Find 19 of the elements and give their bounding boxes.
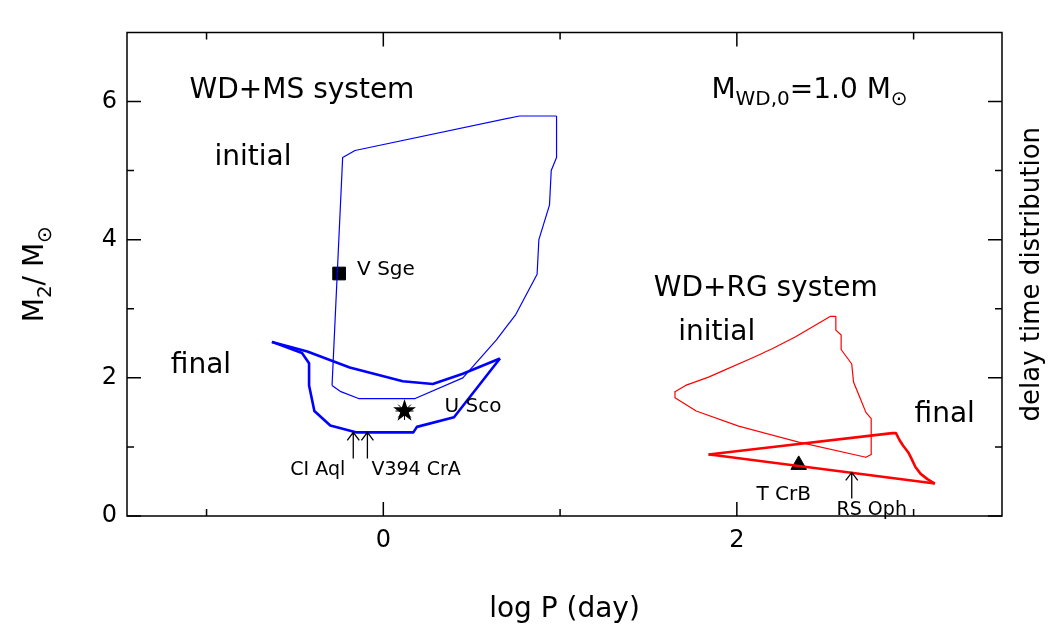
annotation: RS Oph [836, 497, 907, 520]
annotation: final [914, 395, 975, 429]
annotation: WD+MS system [189, 71, 415, 105]
annotation: initial [678, 313, 756, 347]
y-tick-label: 6 [101, 85, 117, 114]
x-axis-title: log P (day) [489, 591, 640, 625]
y-tick-label: 2 [101, 362, 117, 391]
annotation: CI Aql [290, 457, 346, 480]
y-tick-label: 0 [101, 500, 117, 529]
annotation: WD+RG system [653, 269, 878, 303]
y-tick-label: 4 [101, 223, 117, 252]
series-label: V Sge [357, 255, 415, 280]
legend-label: U Sco [444, 393, 502, 418]
y-axis-title: M2/ M⊙ [17, 226, 56, 323]
annotation: initial [214, 139, 292, 173]
annotation: V394 CrA [371, 457, 461, 480]
text: delay time distribution [1014, 126, 1045, 422]
annotation: final [170, 347, 232, 381]
series-label: T CrB [755, 481, 811, 506]
